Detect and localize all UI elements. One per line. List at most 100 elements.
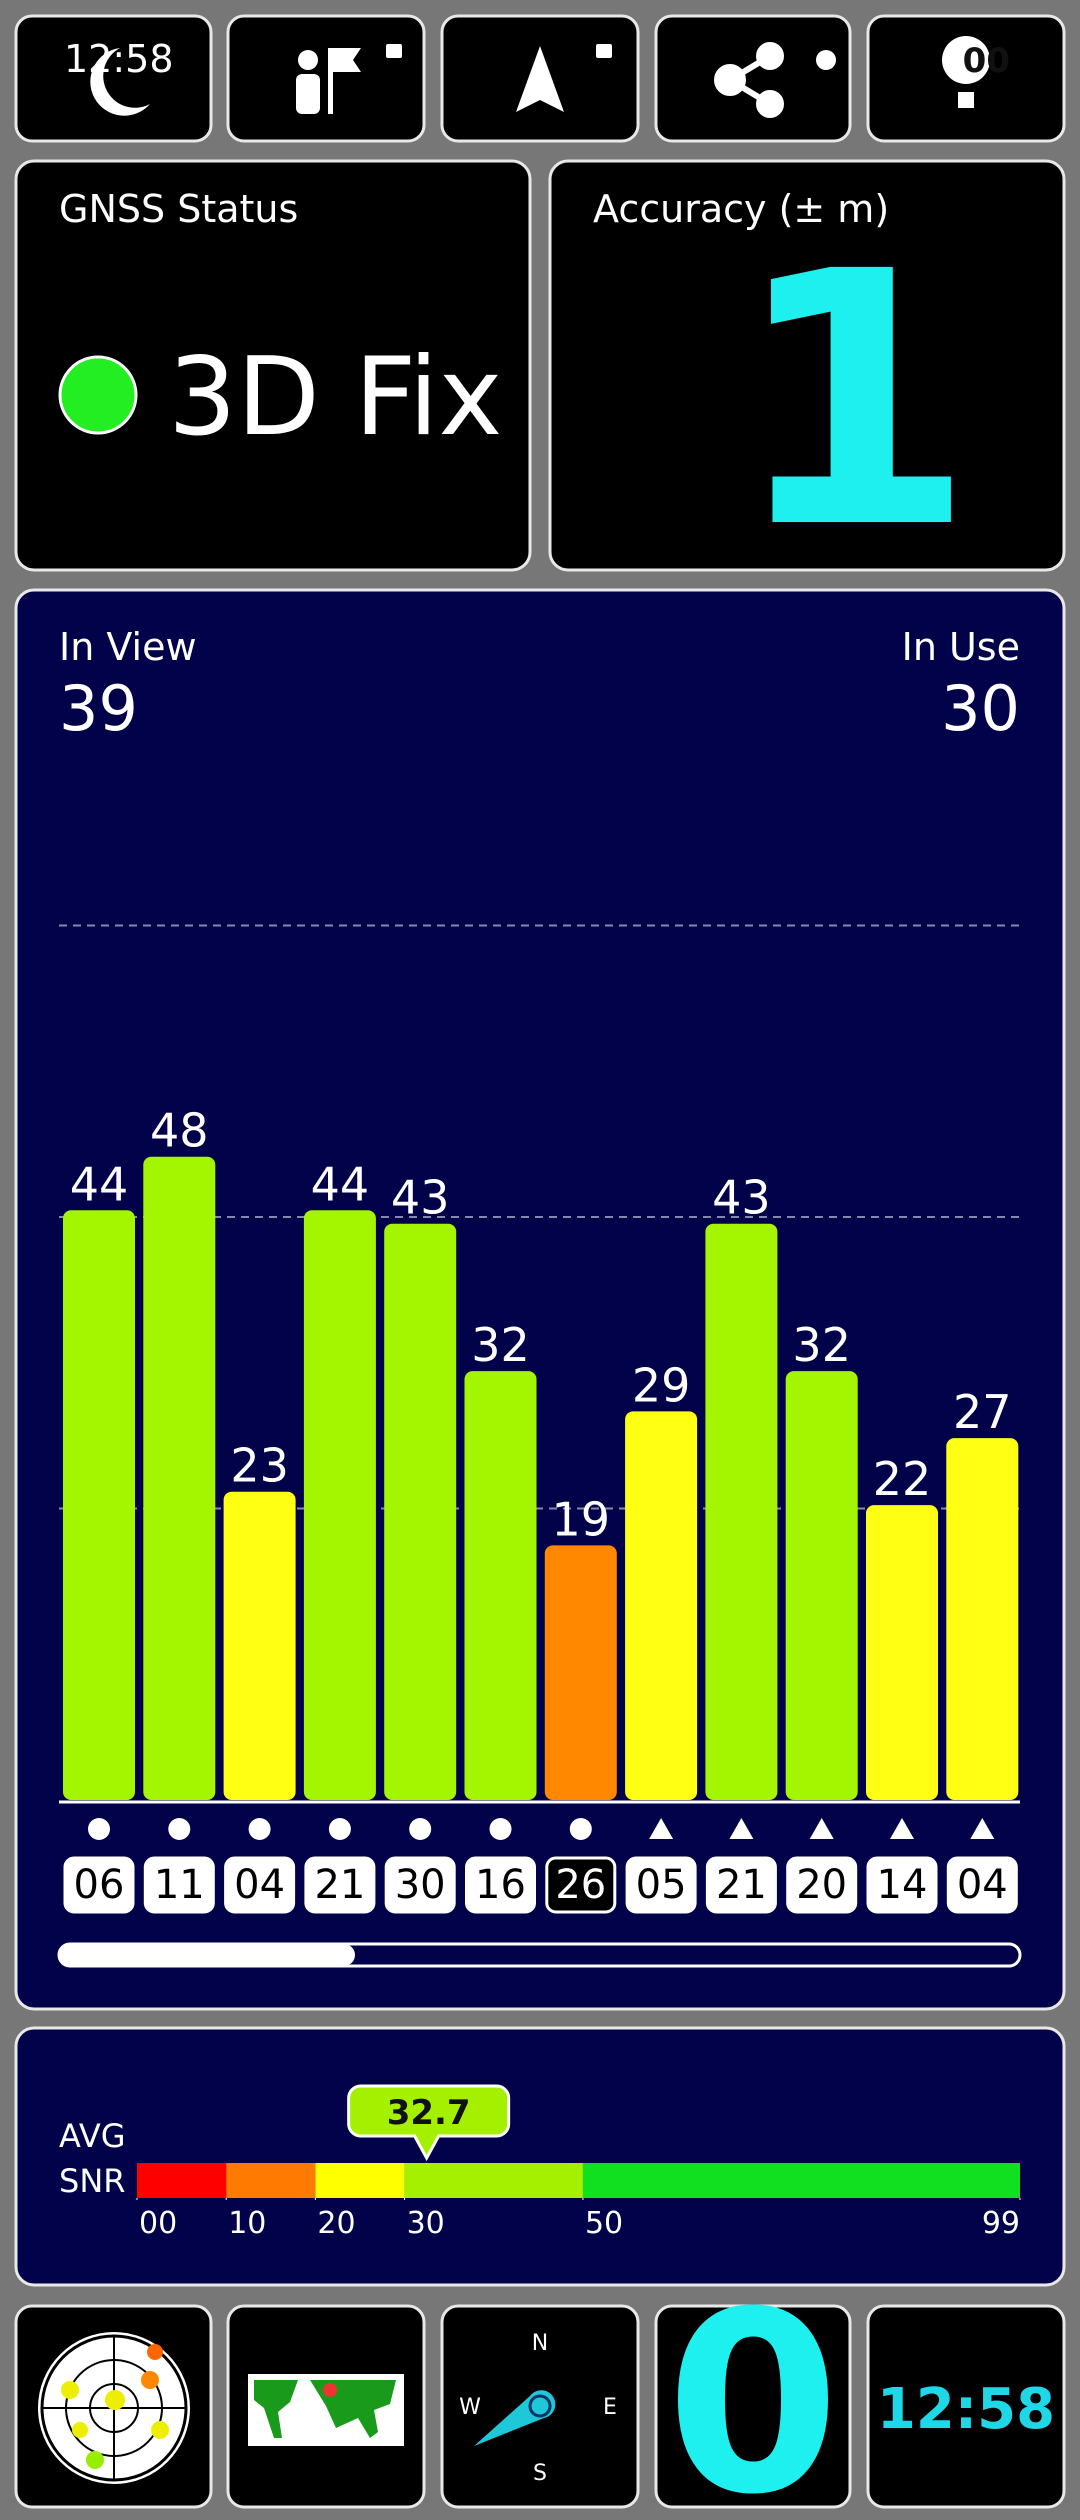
constellation-marker <box>409 1818 432 1840</box>
snr-label-snr: SNR <box>59 2162 125 2200</box>
in-use-value: 30 <box>941 672 1020 745</box>
bar <box>464 1371 537 1800</box>
bar-value-label: 29 <box>632 1358 691 1412</box>
constellation-marker <box>168 1818 191 1840</box>
gnss-status-value: 3D Fix <box>168 335 502 460</box>
share-icon <box>714 42 784 118</box>
help-icon <box>942 36 990 84</box>
category-box <box>946 1856 1018 1914</box>
bar-value-label: 22 <box>873 1452 932 1506</box>
bar-value-label: 27 <box>953 1385 1012 1439</box>
category-box <box>625 1856 697 1914</box>
tile-map[interactable] <box>226 14 426 143</box>
bar-value-label: 43 <box>712 1171 771 1225</box>
tile-night[interactable] <box>14 14 213 143</box>
signal-chart: 44 06 48 11 23 04 44 21 43 30 32 16 19 26 29 05 43 21 32 20… <box>59 924 1020 1914</box>
bar <box>946 1438 1019 1800</box>
snr-tick-label: 30 <box>407 2206 445 2241</box>
category-box <box>143 1856 215 1914</box>
bar <box>785 1371 858 1800</box>
bar-value-label: 32 <box>471 1318 530 1372</box>
bar-value-label: 48 <box>150 1104 209 1158</box>
snr-band <box>226 2163 316 2198</box>
bar-value-label: 23 <box>230 1439 289 1493</box>
category-box <box>63 1856 135 1914</box>
accuracy-panel <box>548 159 1066 572</box>
category-label: 14 <box>877 1862 928 1908</box>
category-label: 16 <box>475 1862 526 1908</box>
constellation-marker <box>328 1818 351 1840</box>
constellation-marker <box>649 1818 674 1839</box>
category-box <box>786 1856 858 1914</box>
bar <box>303 1210 376 1800</box>
compass-s: S <box>533 2461 547 2486</box>
category-box <box>705 1856 777 1914</box>
snr-tick-label: 10 <box>228 2206 266 2241</box>
snr-band <box>582 2163 1020 2198</box>
moon-icon <box>90 48 150 116</box>
constellation-marker <box>890 1818 914 1839</box>
category-label: 06 <box>74 1862 125 1908</box>
category-label: 20 <box>796 1862 847 1908</box>
category-box <box>304 1856 376 1914</box>
compass-w: W <box>459 2395 481 2420</box>
tile-speed[interactable] <box>654 2304 852 2509</box>
snr-label-avg: AVG <box>59 2117 126 2155</box>
tile-share[interactable] <box>654 14 852 143</box>
compass-n: N <box>532 2331 548 2356</box>
in-view-label: In View <box>59 625 197 669</box>
snr-band <box>137 2163 227 2198</box>
category-box <box>224 1856 296 1914</box>
bar <box>544 1545 617 1800</box>
category-label: 26 <box>555 1862 606 1908</box>
accuracy-value: 1 <box>731 197 975 605</box>
tile-clock[interactable] <box>866 2304 1066 2509</box>
snr-tick-label: 50 <box>585 2206 623 2241</box>
accuracy-label: Accuracy (± m) <box>593 187 889 231</box>
gnss-status-label: GNSS Status <box>59 187 298 231</box>
compass-needle <box>474 2390 556 2446</box>
compass-center <box>528 2394 552 2418</box>
snr-tick-label: 20 <box>317 2206 355 2241</box>
radar-icon <box>38 2332 190 2484</box>
snr-band <box>315 2163 405 2198</box>
bar <box>625 1411 698 1800</box>
snr-tick-label: 00 <box>139 2206 177 2241</box>
category-label: 30 <box>395 1862 446 1908</box>
status-battery: 00 <box>963 41 1010 81</box>
in-view-value: 39 <box>59 672 138 745</box>
clock: 12:58 <box>877 2377 1055 2442</box>
bar-value-label: 44 <box>311 1157 370 1211</box>
navigation-icon <box>516 46 564 112</box>
gnss-status-panel <box>14 159 532 572</box>
snr-average-bubble <box>347 2084 511 2162</box>
snr-tick-label: 99 <box>982 2206 1020 2241</box>
snr-panel <box>14 2026 1066 2287</box>
constellation-marker <box>729 1818 754 1839</box>
status-time: 12:58 <box>64 37 174 81</box>
bar-value-label: 43 <box>391 1171 450 1225</box>
scroll-thumb[interactable] <box>59 1944 355 1966</box>
bar-value-label: 32 <box>792 1318 851 1372</box>
snr-scale: 00 10 20 30 50 99 32.7 <box>136 2084 1021 2241</box>
bar <box>143 1156 216 1800</box>
compass-e: E <box>603 2395 617 2420</box>
person-flag-icon <box>296 44 402 114</box>
constellation-marker <box>569 1818 592 1840</box>
constellation-marker <box>809 1818 834 1839</box>
snr-average-value: 32.7 <box>387 2093 471 2133</box>
constellation-marker <box>489 1818 512 1840</box>
category-box <box>465 1856 536 1914</box>
speed-value: 0 <box>666 2258 840 2520</box>
bar-value-label: 19 <box>552 1492 611 1546</box>
location-icon <box>816 50 836 70</box>
lock-icon <box>596 44 612 58</box>
constellation-marker <box>970 1818 995 1839</box>
bar <box>223 1491 296 1800</box>
help-dot <box>958 92 974 108</box>
category-label: 04 <box>957 1862 1008 1908</box>
constellation-marker <box>88 1818 110 1840</box>
snr-band <box>404 2163 583 2198</box>
bar <box>866 1505 938 1800</box>
